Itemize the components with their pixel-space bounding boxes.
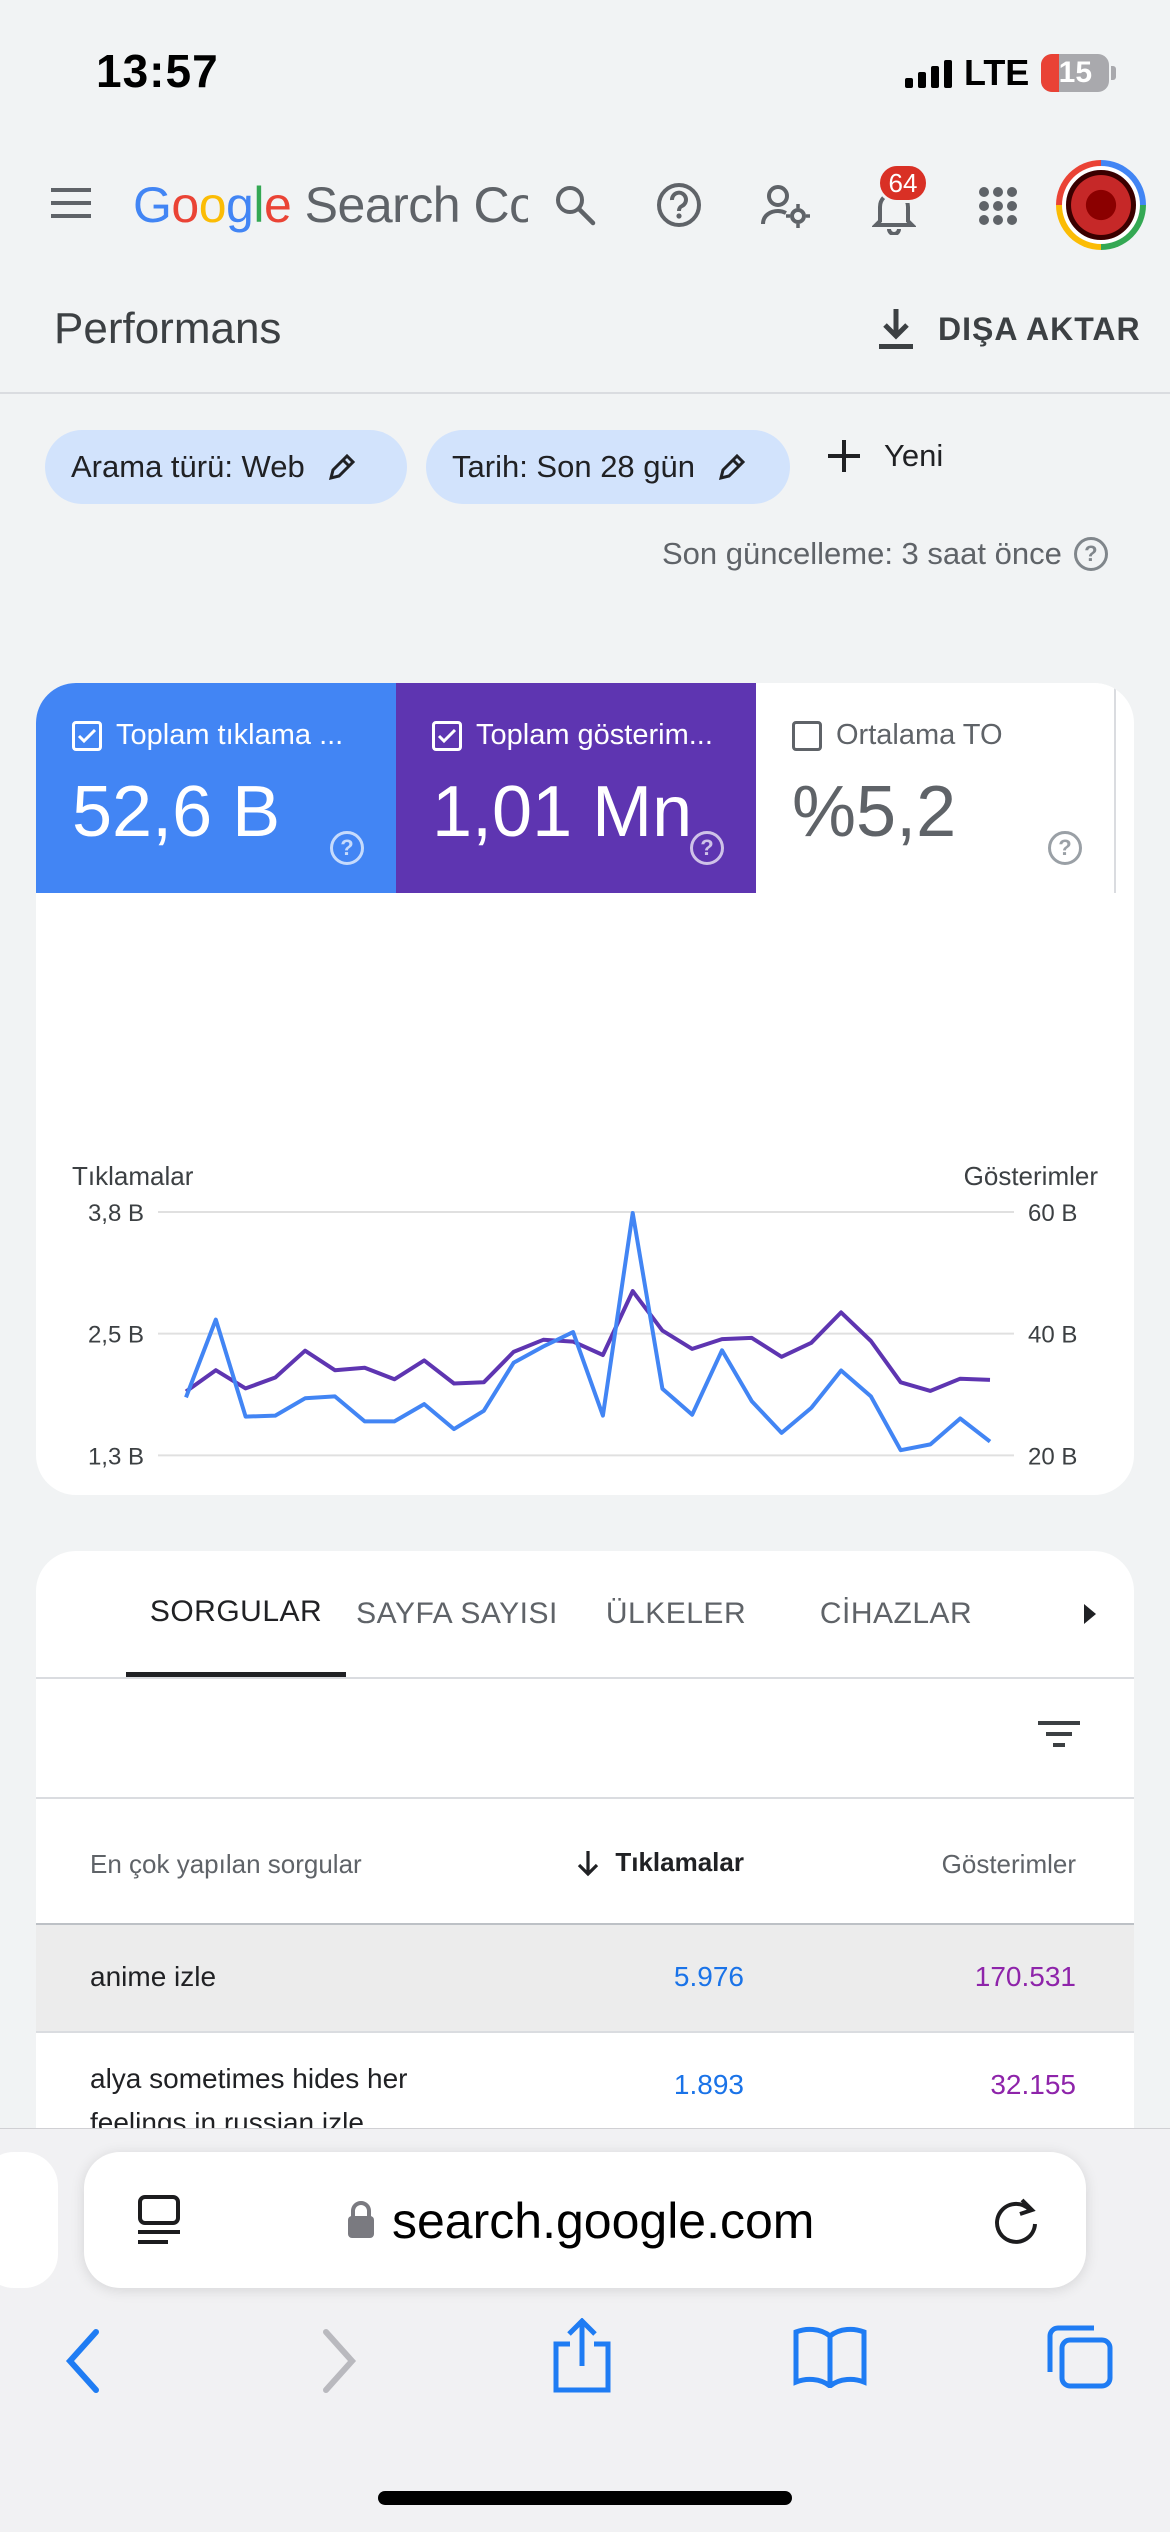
- cellular-signal-icon: [905, 58, 952, 88]
- address-bar[interactable]: [84, 2152, 1086, 2288]
- sort-descending-icon: [578, 1850, 599, 1876]
- page-title: Performans: [54, 304, 282, 353]
- impressions-cell: 32.155: [990, 2069, 1076, 2100]
- column-header-impressions[interactable]: Gösterimler: [941, 1849, 1076, 1879]
- page-header: [0, 290, 1170, 394]
- help-icon[interactable]: [652, 178, 706, 232]
- battery-level: 15: [1058, 56, 1093, 89]
- export-label: DIŞA AKTAR: [938, 310, 1141, 347]
- metric-label: Toplam gösterim...: [476, 719, 713, 751]
- impressions-cell: 170.531: [974, 1961, 1076, 1992]
- help-icon[interactable]: ?: [330, 831, 364, 865]
- lock-icon: [346, 2200, 376, 2245]
- metric-value: %5,2: [792, 772, 957, 852]
- tab-queries[interactable]: SORGULAR: [126, 1551, 346, 1677]
- share-icon[interactable]: [550, 2317, 614, 2399]
- series-line-clicks: [184, 1211, 992, 1453]
- help-icon[interactable]: ?: [1073, 537, 1108, 571]
- network-type: LTE: [964, 52, 1030, 93]
- tab-countries[interactable]: ÜLKELER: [605, 1597, 747, 1630]
- checkbox-checked-icon[interactable]: [432, 720, 462, 751]
- manage-users-icon[interactable]: [758, 178, 814, 234]
- last-updated: Son güncelleme: 3 saat önce ?: [662, 536, 1108, 572]
- query-cell: anime izle: [90, 1961, 217, 1992]
- add-filter-button[interactable]: Yeni: [826, 438, 943, 474]
- metric-average-ctr[interactable]: Ortalama TO %5,2 ?: [756, 683, 1116, 893]
- avatar[interactable]: [1056, 160, 1146, 250]
- column-header-clicks[interactable]: Tıklamalar: [575, 1847, 744, 1878]
- metric-value: 1,01 Mn: [432, 772, 693, 852]
- y-axis-left-label: Tıklamalar: [72, 1161, 194, 1191]
- reload-icon[interactable]: [992, 2194, 1042, 2251]
- chip-label: Arama türü: Web: [71, 449, 305, 484]
- y-right-tick-label: 40 B: [1028, 1322, 1077, 1349]
- plus-icon: [828, 440, 860, 472]
- metric-total-clicks[interactable]: Toplam tıklama ... 52,6 B ?: [36, 683, 396, 893]
- notification-badge: 64: [877, 163, 929, 203]
- search-icon[interactable]: [548, 178, 602, 232]
- help-icon[interactable]: ?: [690, 831, 724, 865]
- table-toolbar: [36, 1679, 1134, 1799]
- back-icon[interactable]: [64, 2328, 104, 2399]
- date-range-chip[interactable]: Tarih: Son 28 gün: [426, 430, 790, 504]
- bookmarks-icon[interactable]: [792, 2324, 868, 2393]
- checkbox-checked-icon[interactable]: [72, 720, 102, 751]
- y-right-tick-label: 60 B: [1028, 1200, 1077, 1227]
- table-header: En çok yapılan sorgular Tıklamalar Göste…: [36, 1799, 1134, 1925]
- metric-total-impressions[interactable]: Toplam gösterim... 1,01 Mn ?: [396, 683, 756, 893]
- edit-icon: [718, 453, 746, 481]
- dimension-tabs: SORGULAR SAYFA SAYISI ÜLKELER CİHAZLAR: [36, 1551, 1134, 1679]
- tabs-scroll-right-icon[interactable]: [1070, 1551, 1110, 1677]
- help-icon[interactable]: ?: [1048, 831, 1082, 865]
- y-left-tick-label: 3,8 B: [88, 1200, 144, 1227]
- search-type-chip[interactable]: Arama türü: Web: [45, 430, 407, 504]
- metric-label: Toplam tıklama ...: [116, 719, 344, 751]
- tab-devices[interactable]: CİHAZLAR: [819, 1597, 973, 1630]
- tabs-icon[interactable]: [1044, 2324, 1114, 2395]
- performance-card: Toplam tıklama ... 52,6 B ? Toplam göste…: [36, 683, 1134, 1495]
- url-text[interactable]: search.google.com: [392, 2193, 815, 2249]
- edit-icon: [328, 453, 355, 481]
- reader-mode-icon[interactable]: [134, 2194, 184, 2251]
- y-left-tick-label: 2,5 B: [88, 1322, 144, 1349]
- column-header-query[interactable]: En çok yapılan sorgular: [90, 1849, 362, 1879]
- metric-value: 52,6 B: [72, 772, 281, 852]
- previous-tab-preview[interactable]: [0, 2152, 58, 2288]
- clicks-cell: 5.976: [673, 1961, 744, 1992]
- status-time: 13:57: [96, 45, 219, 97]
- app-logo[interactable]: Google Search Console: [133, 176, 528, 234]
- home-indicator: [378, 2491, 792, 2505]
- y-right-tick-label: 20 B: [1028, 1443, 1077, 1470]
- clicks-cell: 1.893: [673, 2069, 744, 2100]
- metric-label: Ortalama TO: [836, 719, 1003, 751]
- battery-icon: 15: [1041, 54, 1110, 92]
- chip-label: Tarih: Son 28 gün: [452, 449, 696, 484]
- y-left-tick-label: 1,3 B: [88, 1443, 144, 1470]
- table-row[interactable]: anime izle 5.976 170.531: [36, 1925, 1134, 2033]
- download-icon: [879, 309, 913, 349]
- apps-icon[interactable]: [970, 178, 1026, 234]
- forward-icon[interactable]: [318, 2328, 358, 2399]
- menu-icon[interactable]: [48, 180, 94, 226]
- product-name: Search Console: [304, 177, 528, 233]
- export-button[interactable]: DIŞA AKTAR: [876, 307, 1141, 351]
- status-indicators: LTE 15: [905, 52, 1117, 94]
- filter-icon[interactable]: [1038, 1717, 1080, 1756]
- tab-pages[interactable]: SAYFA SAYISI: [356, 1597, 558, 1630]
- add-filter-label: Yeni: [884, 438, 944, 473]
- checkbox-unchecked-icon[interactable]: [792, 720, 822, 751]
- performance-chart: Tıklamalar Gösterimler 3,8 B 60 B 2,5 B 40 …: [72, 1161, 1099, 1470]
- series-line-impressions: [184, 1289, 991, 1394]
- y-axis-right-label: Gösterimler: [964, 1161, 1099, 1191]
